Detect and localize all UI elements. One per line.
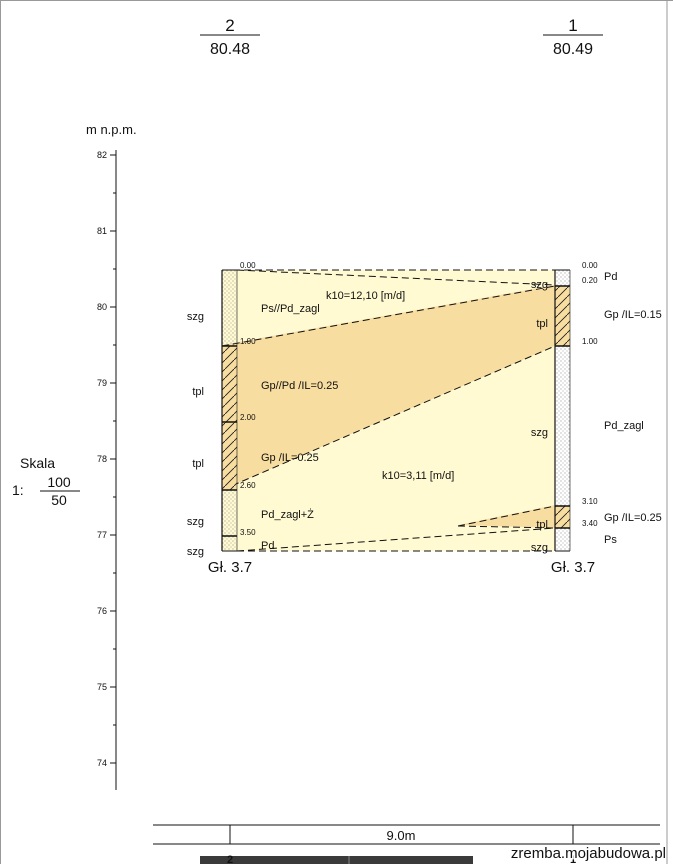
right-soil-0: Pd [604,271,617,283]
distance-bar [153,824,660,845]
left-depth-1: 1.00 [240,337,256,346]
tick-79: 79 [97,378,107,388]
tick-75: 75 [97,682,107,692]
left-genesis-labels: szg tpl tpl szg szg [187,311,204,558]
right-depth-0: 0.00 [582,261,598,270]
borehole-1-number: 1 [568,16,577,35]
layer-label-ps-pd-zagl: Ps//Pd_zagl [261,303,320,315]
right-depth-4: 3.40 [582,519,598,528]
left-genesis-1: tpl [192,386,204,398]
layer-lower-light [222,346,555,551]
left-depth-2: 2.00 [240,413,256,422]
right-soil-labels: Pd Gp /IL=0.15 Pd_zagl Gp /IL=0.25 Ps [604,271,662,546]
layer-boundaries [221,269,556,552]
left-genesis-0: szg [187,311,204,323]
left-genesis-2: tpl [192,458,204,470]
right-soil-1: Gp /IL=0.15 [604,309,662,321]
tick-78: 78 [97,454,107,464]
right-genesis-2: szg [531,427,548,439]
right-genesis-labels: szg tpl szg tpl szg [531,279,548,554]
right-soil-2: Pd_zagl [604,420,644,432]
scale-numerator: 100 [47,474,71,490]
layer-label-gp-il: Gp /IL=0.25 [261,452,319,464]
watermark: zremba.mojabudowa.pl [511,845,666,862]
layer-label-gp-pd: Gp//Pd /IL=0.25 [261,380,338,392]
scale-label: Skala [20,455,55,471]
layer-label-k10-lower: k10=3,11 [m/d] [382,470,454,482]
right-genesis-1: tpl [536,318,548,330]
right-genesis-4: szg [531,542,548,554]
borehole-1-elevation: 80.49 [553,41,593,58]
right-depth-1: 0.20 [582,276,598,285]
left-depth-0: 0.00 [240,261,256,270]
borehole-2-column [221,269,238,552]
layer-label-pd-zagl-z: Pd_zagl+Ż [261,508,314,521]
borehole-2-elevation: 80.48 [210,41,250,58]
tick-77: 77 [97,530,107,540]
borehole-2-number: 2 [225,16,234,35]
left-depth-3: 2.60 [240,481,256,490]
right-soil-3: Gp /IL=0.25 [604,512,662,524]
axis-tick-labels: 82 81 80 79 78 77 76 75 74 [97,150,107,768]
borehole-1-column [554,269,571,552]
bottom-toolbar-strip [200,856,473,864]
scale-prefix: 1: [12,482,24,498]
left-genesis-4: szg [187,546,204,558]
axis-ticks [110,154,116,764]
layer-label-pd: Pd [261,540,274,552]
left-genesis-3: szg [187,516,204,528]
tick-76: 76 [97,606,107,616]
scale-denominator: 50 [51,492,67,508]
left-depth-4: 3.50 [240,528,256,537]
right-depth-2: 1.00 [582,337,598,346]
right-genesis-0: szg [531,279,548,291]
bottom-number-2: 2 [227,854,233,864]
tick-80: 80 [97,302,107,312]
tick-81: 81 [97,226,107,236]
layer-tpl-upper [222,285,555,490]
axis-title: m n.p.m. [86,122,137,137]
right-depth-3: 3.10 [582,497,598,506]
soil-layers [222,270,555,551]
right-soil-4: Ps [604,534,617,546]
borehole-2-depth: Gł. 3.7 [208,559,252,576]
right-depth-labels: 0.00 0.20 1.00 3.10 3.40 [582,261,598,528]
tick-74: 74 [97,758,107,768]
right-genesis-3: tpl [536,519,548,531]
layer-upper-light [222,270,555,345]
left-depth-labels: 0.00 1.00 2.00 2.60 3.50 [240,261,256,537]
distance-label: 9.0m [387,828,416,843]
bottom-number-1: 1 [570,854,576,864]
layer-labels: Ps//Pd_zagl k10=12,10 [m/d] Gp//Pd /IL=0… [261,290,454,552]
layer-label-k10-upper: k10=12,10 [m/d] [326,290,405,302]
borehole-1-depth: Gł. 3.7 [551,559,595,576]
tick-82: 82 [97,150,107,160]
